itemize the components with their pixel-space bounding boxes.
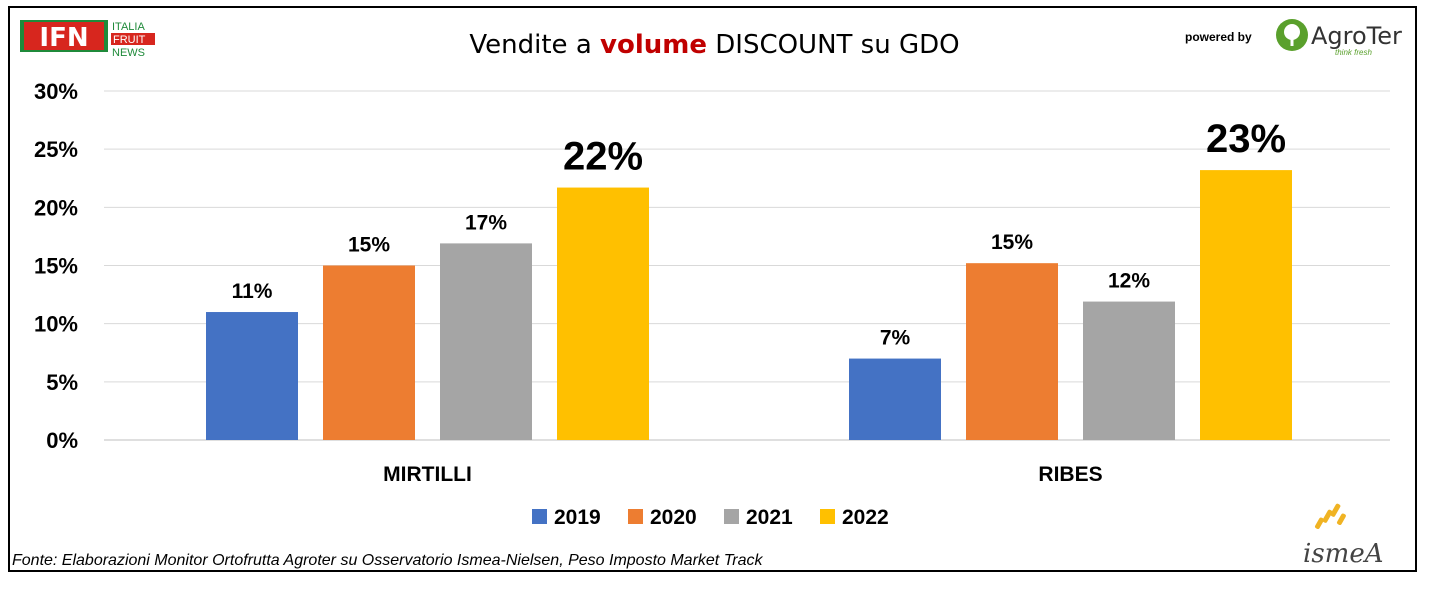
chart-frame [8,6,1417,572]
legend-label: 2020 [650,506,697,529]
legend-swatch [820,509,835,524]
data-label: 15% [991,231,1033,254]
legend-label: 2022 [842,506,889,529]
ifn-logo-text: IFN [39,23,88,53]
data-label: 17% [465,211,507,234]
tree-icon [1276,19,1308,51]
y-tick-label: 25% [34,137,78,162]
y-tick-label: 20% [34,195,78,220]
data-label: 7% [880,327,911,350]
bar [966,263,1058,440]
bar [557,187,649,440]
ifn-line-2: FRUIT [113,34,146,46]
y-tick-label: 5% [46,370,78,395]
title-prefix: Vendite a [469,30,601,60]
data-label: 12% [1108,270,1150,293]
legend-swatch [724,509,739,524]
ismea-wheat-icon [1314,503,1346,529]
legend-label: 2021 [746,506,793,529]
y-tick-label: 10% [34,312,78,337]
chart-title: Vendite a volume DISCOUNT su GDO [0,30,1429,60]
data-label: 23% [1206,117,1286,161]
bar [206,312,298,440]
bar [323,265,415,440]
x-category-label: RIBES [1038,463,1102,486]
agroter-logo: powered by AgroTer think fresh [1185,16,1405,57]
legend-swatch [532,509,547,524]
title-suffix: DISCOUNT su GDO [706,30,960,60]
data-label: 15% [348,234,390,257]
data-label: 11% [232,280,273,303]
legend-label: 2019 [554,506,601,529]
powered-by-label: powered by [1185,30,1252,44]
data-label: 22% [563,135,643,179]
ifn-line-3: NEWS [112,47,145,58]
legend-swatch [628,509,643,524]
ifn-logo: IFN ITALIA FRUIT NEWS [20,20,155,58]
bar [1083,301,1175,440]
x-category-label: MIRTILLI [383,463,472,486]
agroter-brand: AgroTer [1311,22,1402,50]
y-tick-label: 30% [34,79,78,104]
ismea-logo: ismeA [1303,499,1403,569]
source-note: Fonte: Elaborazioni Monitor Ortofrutta A… [12,552,763,569]
bar [440,243,532,440]
ifn-line-1: ITALIA [112,21,145,33]
agroter-tagline: think fresh [1335,48,1372,57]
bar [1200,170,1292,440]
title-accent: volume [600,30,707,60]
y-tick-label: 0% [46,428,78,453]
y-tick-label: 15% [34,254,78,279]
ismea-word: ismeA [1303,539,1384,569]
bar [849,358,941,440]
